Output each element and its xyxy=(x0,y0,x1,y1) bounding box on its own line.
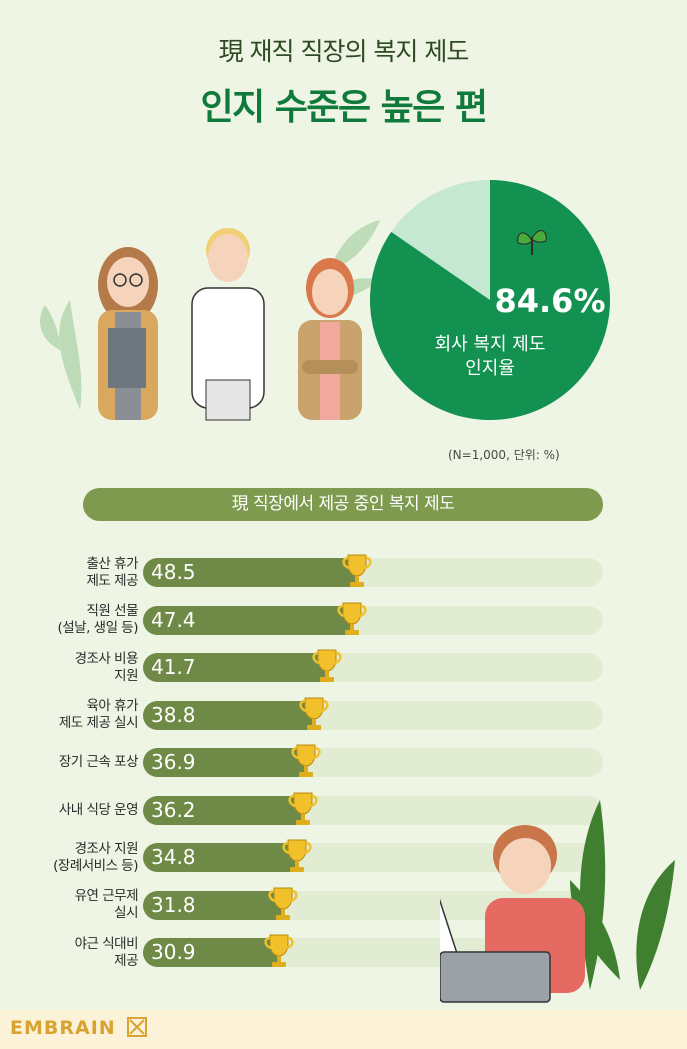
bar-value-label: 30.9 xyxy=(151,940,196,964)
bar-category-label: 유연 근무제 실시 xyxy=(74,888,139,921)
bar-category-label: 경조사 비용 지원 xyxy=(74,650,139,684)
bar-9 xyxy=(143,938,280,967)
bar-value-label: 31.8 xyxy=(151,892,196,917)
bar-category-label: 장기 근속 포상 xyxy=(58,754,139,770)
pie-label-line-2: 인지율 xyxy=(465,358,515,379)
bar-category-label: 직원 선물 (설날, 생일 등) xyxy=(57,603,138,636)
trophy-icon xyxy=(288,792,318,825)
embrain-logo: EMBRAIN xyxy=(10,1017,148,1039)
bar-category-label: 야근 식대비 제공 xyxy=(74,935,139,969)
bar-2 xyxy=(143,605,353,635)
trophy-icon xyxy=(291,744,321,777)
pie-slice-aware xyxy=(370,180,611,420)
bar-category-label: 경조사 지원 (장례서비스 등) xyxy=(53,840,138,874)
pie-label-line-1: 회사 복지 제도 xyxy=(435,334,546,355)
bar-value-label: 34.8 xyxy=(151,845,196,869)
bar-7 xyxy=(143,843,297,872)
bar-value-label: 36.9 xyxy=(151,750,196,774)
man-icon xyxy=(191,228,265,421)
bar-value-label: 48.5 xyxy=(151,560,196,584)
man-with-laptop-illustration xyxy=(440,800,675,1003)
footer-band xyxy=(0,1010,687,1049)
trophy-icon xyxy=(264,934,295,967)
trophy-icon xyxy=(299,697,329,730)
bar-value-label: 41.7 xyxy=(151,655,196,679)
plant-leaves-icon xyxy=(570,800,675,990)
trophy-icon xyxy=(268,887,299,920)
logo-mark-icon xyxy=(127,1017,148,1037)
trophy-icon xyxy=(342,554,372,587)
bar-1 xyxy=(143,558,358,587)
trophy-icon xyxy=(282,839,312,872)
sample-note: (N=1,000, 단위: %) xyxy=(448,448,560,462)
trophy-icon xyxy=(337,602,367,635)
bar-8 xyxy=(143,890,284,920)
bar-5 xyxy=(143,748,306,777)
trophy-icon xyxy=(312,649,342,682)
title-line-1: 現 재직 직장의 복지 제도 xyxy=(218,37,470,66)
bar-6 xyxy=(143,795,303,825)
people-illustration xyxy=(40,220,380,421)
awareness-pie-chart: 84.6% 회사 복지 제도 인지율 xyxy=(370,180,611,420)
pie-value-label: 84.6% xyxy=(494,282,605,320)
bar-3 xyxy=(143,653,328,682)
bar-value-label: 47.4 xyxy=(151,607,196,632)
bar-category-label: 사내 식당 운영 xyxy=(58,801,139,818)
bar-category-label: 육아 휴가 제도 제공 실시 xyxy=(58,698,139,731)
bar-category-label: 출산 휴가 제도 제공 xyxy=(86,555,139,589)
logo-text: EMBRAIN xyxy=(10,1017,116,1039)
sprout-icon xyxy=(517,230,547,255)
bar-value-label: 36.2 xyxy=(151,797,196,822)
bar-4 xyxy=(143,700,315,730)
title-line-2: 인지 수준은 높은 편 xyxy=(200,87,488,128)
woman-arms-crossed-icon xyxy=(298,258,362,420)
bar-value-label: 38.8 xyxy=(151,702,196,727)
woman-with-glasses-icon xyxy=(98,247,158,420)
section-title-bar: 現 직장에서 제공 중인 복지 제도 xyxy=(83,488,603,521)
